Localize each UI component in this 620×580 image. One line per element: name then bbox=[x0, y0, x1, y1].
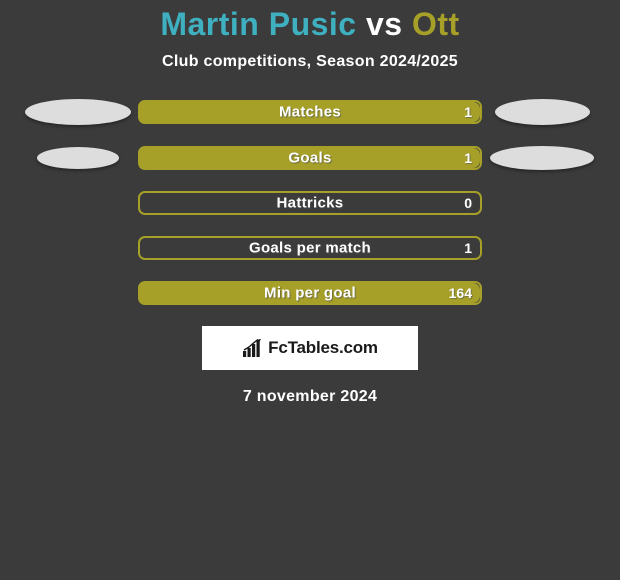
title-player1: Martin Pusic bbox=[160, 6, 356, 42]
metric-track: Goals per match 1 bbox=[138, 236, 482, 260]
metric-row: Matches 1 bbox=[0, 99, 620, 125]
value-right: 0 bbox=[464, 195, 472, 211]
metric-label: Goals bbox=[288, 150, 331, 167]
metric-row: Min per goal 164 bbox=[0, 281, 620, 305]
metric-track: Min per goal 164 bbox=[138, 281, 482, 305]
page-title: Martin Pusic vs Ott bbox=[0, 6, 620, 43]
brand-badge: FcTables.com bbox=[202, 326, 418, 370]
metric-row: Hattricks 0 bbox=[0, 191, 620, 215]
metric-track: Hattricks 0 bbox=[138, 191, 482, 215]
value-right: 164 bbox=[449, 285, 472, 301]
brand-bars-icon bbox=[242, 339, 264, 357]
left-side bbox=[18, 147, 138, 169]
value-right: 1 bbox=[464, 104, 472, 120]
metric-label: Hattricks bbox=[277, 195, 344, 212]
value-right: 1 bbox=[464, 150, 472, 166]
date-label: 7 november 2024 bbox=[0, 388, 620, 406]
brand-text: FcTables.com bbox=[268, 338, 378, 358]
subtitle: Club competitions, Season 2024/2025 bbox=[0, 53, 620, 71]
left-side bbox=[18, 99, 138, 125]
title-vs: vs bbox=[366, 6, 403, 42]
right-ellipse-icon bbox=[495, 99, 590, 125]
metric-label: Goals per match bbox=[249, 240, 371, 257]
left-ellipse-icon bbox=[37, 147, 119, 169]
metric-label: Matches bbox=[279, 104, 341, 121]
right-ellipse-icon bbox=[490, 146, 594, 170]
chart-container: Martin Pusic vs Ott Club competitions, S… bbox=[0, 0, 620, 580]
metric-label: Min per goal bbox=[264, 285, 356, 302]
left-ellipse-icon bbox=[25, 99, 131, 125]
metric-row: Goals 1 bbox=[0, 146, 620, 170]
right-side bbox=[482, 146, 602, 170]
metric-track: Matches 1 bbox=[138, 100, 482, 124]
metric-row: Goals per match 1 bbox=[0, 236, 620, 260]
value-right: 1 bbox=[464, 240, 472, 256]
metric-rows: Matches 1 Goals 1 Hattricks 0 Goals per match 1… bbox=[0, 99, 620, 305]
title-player2: Ott bbox=[412, 6, 460, 42]
right-side bbox=[482, 99, 602, 125]
metric-track: Goals 1 bbox=[138, 146, 482, 170]
